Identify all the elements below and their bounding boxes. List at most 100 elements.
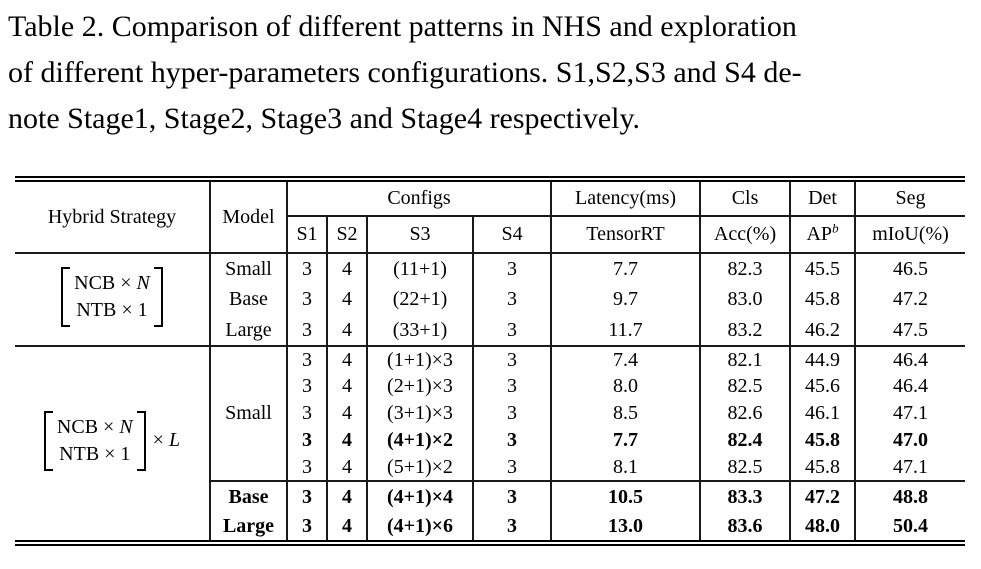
acc-cell: 82.1 [700, 346, 792, 373]
s2-cell: 4 [327, 512, 368, 543]
s3-cell: (33+1) [367, 315, 474, 347]
s3-cell: (5+1)×2 [367, 454, 474, 481]
table-row: 3 4 (5+1)×2 3 8.1 82.5 45.8 47.1 [15, 454, 965, 481]
miou-cell: 46.5 [893, 257, 929, 280]
s4-cell: 3 [473, 284, 553, 315]
miou-cell: 46.4 [893, 348, 929, 371]
s4-cell: 3 [473, 512, 553, 543]
model-cell: Base [210, 480, 288, 512]
miou-cell: 47.5 [855, 315, 966, 347]
s2-cell: 4 [327, 400, 368, 427]
ap-cell: 45.8 [790, 454, 857, 481]
ap-cell: 45.8 [790, 284, 857, 315]
ap-cell: 46.1 [790, 400, 857, 427]
s1-cell: 3 [287, 373, 328, 400]
latency-cell: 13.0 [551, 512, 702, 543]
header-seg-group: Seg [895, 187, 926, 209]
acc-cell: 82.5 [700, 373, 792, 400]
s3-cell: (4+1)×6 [367, 512, 474, 543]
header-model: Model [210, 179, 288, 254]
miou-cell: 47.1 [893, 402, 929, 424]
table-row-highlighted: Large 3 4 (4+1)×6 3 13.0 83.6 48.0 50.4 [15, 512, 965, 543]
s1-cell: 3 [287, 284, 328, 315]
matrix-row-1: NCB × N [56, 415, 133, 438]
model-cell-small: Small [210, 346, 288, 481]
latency-cell: 11.7 [551, 315, 702, 347]
ap-cell: 45.8 [790, 427, 857, 454]
latency-cell: 8.1 [551, 454, 702, 481]
bracket-matrix: NCB × N NTB × 1 [43, 410, 146, 471]
table-row: 3 4 (3+1)×3 3 8.5 82.6 46.1 47.1 [15, 400, 965, 427]
table-row: 3 4 (2+1)×3 3 8.0 82.5 45.6 46.4 [15, 373, 965, 400]
s3-cell: (3+1)×3 [367, 400, 474, 427]
s2-cell: 4 [327, 480, 368, 512]
table-row: Large 3 4 (33+1) 3 11.7 83.2 46.2 47.5 [15, 315, 966, 347]
s3-cell: (4+1)×2 [367, 427, 474, 454]
s2-cell: 4 [327, 253, 368, 284]
table-row-highlighted: Base 3 4 (4+1)×4 3 10.5 83.3 47.2 48.8 [15, 480, 966, 512]
comparison-table: Hybrid Strategy Model Configs Latency(ms… [15, 176, 966, 546]
header-det-group: Det [790, 179, 857, 216]
header-row-groups: Hybrid Strategy Model Configs Latency(ms… [15, 179, 965, 254]
header-ap-superscript: b [832, 220, 839, 236]
header-acc: Acc(%) [700, 215, 792, 254]
s4-cell: 3 [473, 400, 553, 427]
s3-cell: (1+1)×3 [367, 346, 474, 373]
model-cell: Base [210, 284, 288, 315]
matrix-row-1: NCB × N [74, 271, 150, 294]
miou-cell: 47.2 [893, 288, 929, 310]
header-configs: Configs [287, 179, 553, 216]
latency-cell: 7.7 [551, 427, 702, 454]
strategy-matrix-group2: NCB × N NTB × 1 × L [15, 346, 211, 543]
s1-cell: 3 [287, 253, 328, 284]
latency-cell: 7.4 [551, 346, 702, 373]
s1-cell: 3 [287, 454, 328, 481]
latency-cell: 8.0 [551, 373, 702, 400]
header-s3: S3 [367, 215, 474, 254]
table-caption: Table 2. Comparison of different pattern… [8, 4, 973, 142]
acc-cell: 83.2 [700, 315, 792, 347]
miou-cell: 48.8 [855, 480, 966, 512]
latency-cell: 7.7 [551, 253, 702, 284]
model-cell: Large [210, 512, 288, 543]
ap-cell: 48.0 [790, 512, 857, 543]
table-row: Base 3 4 (22+1) 3 9.7 83.0 45.8 47.2 [15, 284, 965, 315]
matrix-row-2: NTB × 1 [59, 442, 131, 465]
s2-cell: 4 [327, 454, 368, 481]
acc-cell: 83.3 [700, 480, 792, 512]
acc-cell: 83.0 [700, 284, 792, 315]
s1-cell: 3 [287, 427, 328, 454]
model-cell: Large [210, 315, 288, 347]
acc-cell: 82.5 [700, 454, 792, 481]
header-miou: mIoU(%) [855, 215, 966, 254]
strategy-matrix-group1: NCB × N NTB × 1 [15, 253, 211, 347]
header-s2: S2 [327, 215, 368, 254]
header-s4: S4 [473, 215, 553, 254]
matrix-suffix: × L [152, 429, 181, 451]
left-bracket [43, 410, 53, 471]
s1-cell: 3 [287, 512, 328, 543]
header-tensorrt: TensorRT [551, 215, 702, 254]
table-row: NCB × N NTB × 1 Small 3 4 (11+1) 3 7.7 8… [15, 253, 965, 347]
header-s1: S1 [287, 215, 328, 254]
caption-line-1: Table 2. Comparison of different pattern… [8, 10, 797, 43]
s2-cell: 4 [327, 346, 368, 373]
s2-cell: 4 [327, 315, 368, 347]
ap-cell: 44.9 [790, 346, 857, 373]
comparison-table-wrap: Hybrid Strategy Model Configs Latency(ms… [15, 176, 966, 546]
miou-cell: 47.0 [893, 429, 929, 451]
s4-cell: 3 [473, 373, 553, 400]
s3-cell: (2+1)×3 [367, 373, 474, 400]
model-cell: Small [210, 253, 288, 284]
s4-cell: 3 [473, 346, 553, 373]
ap-cell: 45.5 [790, 253, 857, 284]
s3-cell: (22+1) [367, 284, 474, 315]
s2-cell: 4 [327, 373, 368, 400]
acc-cell: 82.6 [700, 400, 792, 427]
bracket-matrix: NCB × N NTB × 1 [61, 266, 163, 327]
s2-cell: 4 [327, 284, 368, 315]
header-latency-group: Latency(ms) [551, 179, 702, 216]
matrix-row-2: NTB × 1 [76, 298, 148, 321]
s1-cell: 3 [287, 400, 328, 427]
s1-cell: 3 [287, 346, 328, 373]
